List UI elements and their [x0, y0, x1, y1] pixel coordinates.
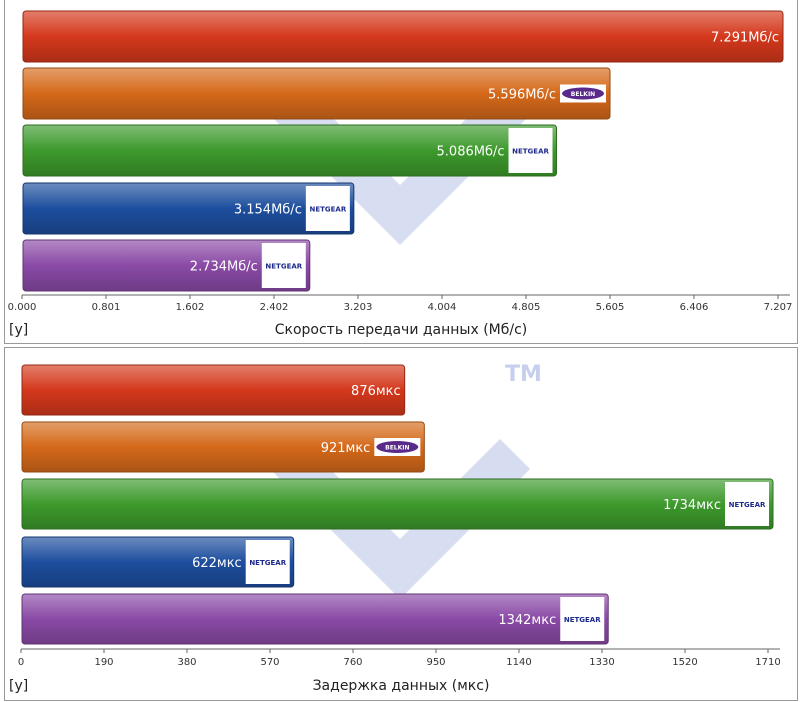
netgear-logo-text: NETGEAR: [729, 501, 766, 509]
x-tick-label: 570: [260, 657, 279, 668]
x-tick-label: 1710: [755, 657, 780, 668]
bar-value-label: 921мкс: [321, 441, 371, 456]
x-tick-label: 2.402: [260, 302, 289, 313]
y-axis-label: [y]: [9, 322, 28, 338]
bar: [21, 536, 295, 588]
bar-value-label: 3.154Мб/с: [234, 203, 302, 218]
netgear-logo: [245, 540, 290, 584]
x-tick-label: 4.805: [512, 302, 541, 313]
x-tick-label: 1520: [672, 657, 697, 668]
bar: [21, 421, 425, 473]
bar: [22, 239, 311, 292]
throughput-chart-panel: TM7.291Мб/сBELKIN5.596Мб/сNETGEAR5.086Мб…: [4, 0, 798, 344]
x-tick-label: 4.004: [428, 302, 457, 313]
x-tick-label: 950: [426, 657, 445, 668]
x-tick-label: 1.602: [176, 302, 205, 313]
bar: [22, 10, 784, 63]
bar-value-label: 622мкс: [192, 556, 242, 571]
bar-value-label: 7.291Мб/с: [711, 31, 779, 46]
bar-value-label: 5.086Мб/с: [437, 145, 505, 160]
belkin-logo-text: BELKIN: [571, 91, 595, 98]
x-tick-label: 0.801: [92, 302, 121, 313]
throughput-chart: TM7.291Мб/сBELKIN5.596Мб/сNETGEAR5.086Мб…: [8, 8, 793, 338]
bar: [22, 124, 558, 177]
netgear-logo-text: NETGEAR: [564, 616, 601, 624]
x-tick-label: 0.000: [8, 302, 37, 313]
x-tick-label: 0: [18, 657, 24, 668]
x-axis-title: Задержка данных (мкс): [313, 678, 490, 694]
x-tick-label: 190: [94, 657, 113, 668]
netgear-logo-text: NETGEAR: [512, 148, 549, 156]
x-tick-label: 380: [177, 657, 196, 668]
netgear-logo: [725, 482, 769, 526]
y-axis-label: [y]: [9, 678, 28, 694]
belkin-logo-text: BELKIN: [385, 445, 409, 452]
x-tick-label: 760: [343, 657, 362, 668]
watermark-text: TM: [505, 362, 542, 387]
x-tick-label: 3.203: [344, 302, 373, 313]
bar-value-label: 5.596Мб/с: [488, 88, 556, 103]
x-tick-label: 7.207: [764, 302, 793, 313]
netgear-logo: [305, 186, 350, 231]
netgear-logo: [508, 128, 553, 173]
netgear-logo-text: NETGEAR: [265, 263, 302, 271]
x-tick-label: 5.605: [596, 302, 625, 313]
bar: [22, 182, 355, 235]
netgear-logo-text: NETGEAR: [309, 206, 346, 214]
belkin-logo-oval: [562, 87, 605, 100]
netgear-logo: [261, 243, 306, 288]
bar-value-label: 876мкс: [351, 384, 401, 399]
bar-value-label: 2.734Мб/с: [190, 260, 258, 275]
bar: [21, 364, 406, 416]
bar-value-label: 1734мкс: [663, 498, 721, 513]
belkin-logo-oval: [376, 441, 419, 453]
bar: [21, 478, 774, 530]
x-tick-label: 1330: [589, 657, 614, 668]
bar-value-label: 1342мкс: [498, 613, 556, 628]
x-tick-label: 1140: [506, 657, 531, 668]
bar: [22, 67, 611, 120]
netgear-logo: [560, 597, 605, 641]
latency-chart: TM 876мкс BELKIN 921мкс NETGEAR 1734мкс NETGEA…: [9, 362, 781, 694]
x-tick-label: 6.406: [680, 302, 709, 313]
netgear-logo-text: NETGEAR: [249, 559, 286, 567]
bar: [21, 593, 609, 645]
latency-chart-panel: TM 876мкс BELKIN 921мкс NETGEAR 1734мкс NETGEA…: [4, 347, 798, 701]
x-axis-title: Скорость передачи данных (Мб/с): [275, 322, 528, 338]
